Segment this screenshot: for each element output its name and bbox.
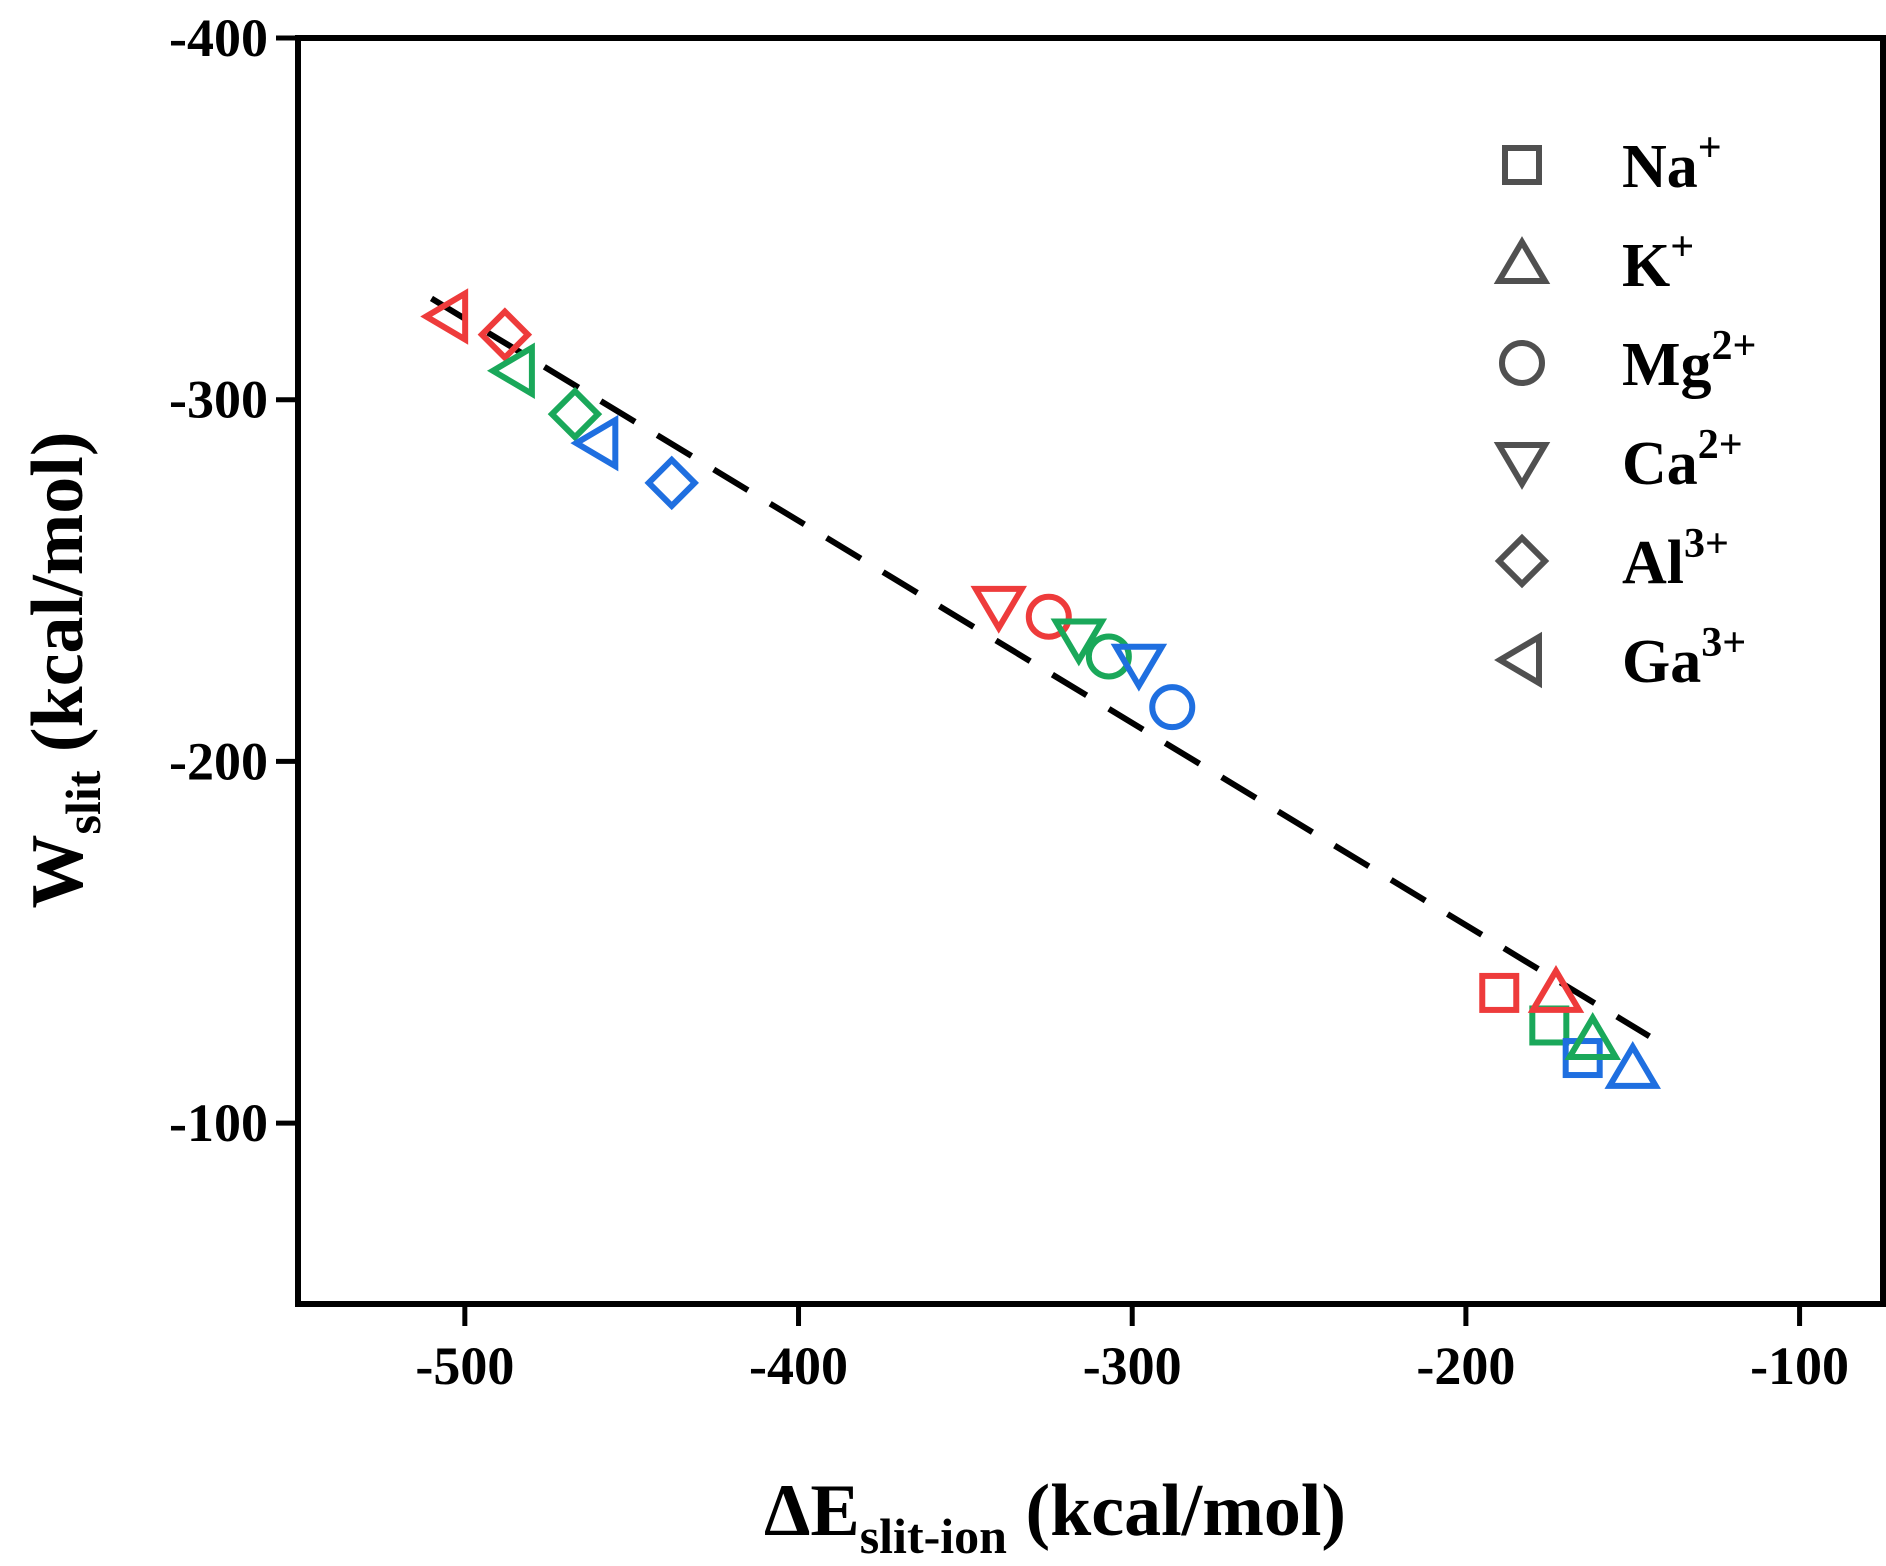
fit-line-group [429, 295, 1651, 1039]
y-tick-label: -100 [169, 1093, 268, 1153]
legend-marker-diamond [1494, 533, 1550, 589]
data-point-triangle-down-blue [1110, 643, 1168, 692]
data-point-square-red [1479, 972, 1520, 1013]
data-point-diamond-green [547, 386, 603, 442]
legend-label-charge: + [1698, 125, 1722, 171]
fit-line [429, 295, 1651, 1039]
legend-label: Al3+ [1622, 521, 1729, 597]
data-point-diamond-red [477, 307, 533, 362]
data-point-triangle-up-red [1527, 965, 1585, 1013]
legend-label-name: Na [1622, 133, 1698, 201]
legend-label: Na+ [1622, 125, 1722, 201]
axis-ticks: -500 -400 -300 -200 -100 -100 -200 -300 -400 [169, 8, 1849, 1396]
legend-label-name: Mg [1622, 331, 1712, 399]
y-tick-label: -400 [169, 8, 268, 68]
data-point-triangle-left-blue [570, 414, 619, 472]
y-axis-title-sub: slit [55, 770, 111, 834]
legend-label: Mg2+ [1622, 323, 1756, 399]
data-point-square-green [1529, 1005, 1570, 1046]
x-tick-label: -100 [1750, 1336, 1849, 1396]
legend-label-charge: 2+ [1698, 422, 1743, 468]
x-axis-title-sub: slit-ion [860, 1508, 1007, 1564]
plot-frame [295, 35, 1886, 1307]
legend-label-charge: + [1670, 224, 1694, 270]
legend-label: K+ [1622, 224, 1694, 300]
data-point-circle-red [1025, 593, 1072, 640]
legend-label-name: Ga [1622, 628, 1701, 696]
legend-label: Ga3+ [1622, 620, 1746, 696]
legend-marker-triangle-left [1494, 631, 1542, 689]
legend-label-name: Ca [1622, 430, 1698, 498]
x-axis-title: ΔEslit-ion (kcal/mol) [764, 1470, 1346, 1564]
x-tick-label: -300 [1083, 1336, 1182, 1396]
x-tick-label: -400 [749, 1336, 848, 1396]
legend-label-charge: 3+ [1684, 521, 1729, 567]
y-tick-label: -200 [169, 731, 268, 791]
data-point-triangle-up-blue [1604, 1040, 1661, 1089]
legend-marker-triangle-down [1493, 442, 1551, 490]
y-axis-title: Wslit (kcal/mol) [17, 431, 111, 908]
data-point-diamond-blue [644, 455, 699, 511]
legend-label-name: Al [1622, 529, 1684, 597]
data-point-circle-green [1085, 633, 1132, 680]
legend-marker-circle [1499, 340, 1545, 386]
legend-label: Ca2+ [1622, 422, 1743, 498]
data-points [420, 288, 1661, 1089]
y-tick-label: -300 [169, 370, 268, 430]
y-axis-title-unit: (kcal/mol) [17, 431, 99, 770]
data-point-triangle-left-green [486, 342, 535, 400]
x-tick-label: -500 [415, 1336, 514, 1396]
data-point-triangle-down-green [1050, 618, 1108, 667]
legend-marker-square [1502, 145, 1542, 185]
x-axis-title-unit: (kcal/mol) [1007, 1470, 1346, 1552]
data-point-triangle-down-red [970, 585, 1027, 634]
x-axis-title-main: ΔE [764, 1470, 860, 1552]
data-point-triangle-left-red [420, 288, 469, 345]
x-tick-label: -200 [1416, 1336, 1515, 1396]
legend: Na+K+Mg2+Ca2+Al3+Ga3+ [1493, 125, 1756, 696]
data-point-triangle-up-green [1564, 1012, 1621, 1060]
legend-label-name: K [1622, 232, 1670, 300]
legend-label-charge: 2+ [1712, 323, 1757, 369]
data-point-circle-blue [1149, 684, 1196, 731]
legend-marker-triangle-up [1493, 236, 1551, 284]
y-axis-title-main: W [17, 835, 99, 909]
legend-label-charge: 3+ [1701, 620, 1746, 666]
